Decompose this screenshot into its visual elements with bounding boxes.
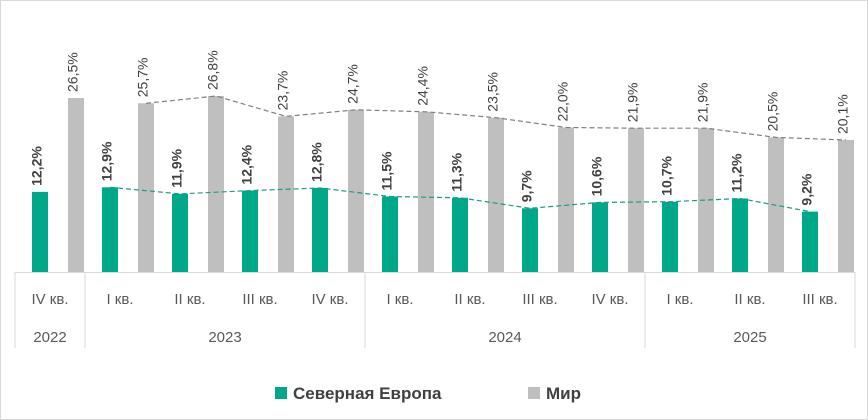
data-label-mir: 26,8% — [205, 50, 221, 90]
x-group-label: 2024 — [488, 329, 521, 346]
bar-severnaya-evropa — [382, 196, 398, 272]
data-label-mir: 24,7% — [345, 64, 361, 104]
legend-label-mir: Мир — [546, 384, 581, 403]
trendlines — [109, 95, 847, 213]
bar-mir — [628, 128, 644, 272]
category-axis: IV кв. I кв. II кв. III кв. IV кв. I кв. II кв… — [14, 272, 856, 348]
data-label-severnaya-evropa: 12,9% — [99, 141, 115, 181]
x-tick-label: IV кв. — [591, 291, 628, 308]
data-label-mir: 22,0% — [555, 82, 571, 122]
bar-severnaya-evropa — [662, 201, 678, 272]
data-label-severnaya-evropa: 12,2% — [29, 146, 45, 186]
x-tick-label: I кв. — [666, 291, 693, 308]
bar-severnaya-evropa — [592, 202, 608, 272]
bar-severnaya-evropa — [452, 197, 468, 272]
bar-severnaya-evropa — [732, 198, 748, 272]
bar-mir — [68, 98, 84, 272]
x-tick-label: IV кв. — [311, 291, 348, 308]
data-label-mir: 20,5% — [765, 92, 781, 132]
series-mir-bars — [68, 96, 854, 273]
data-label-mir: 25,7% — [135, 58, 151, 98]
bar-severnaya-evropa — [102, 187, 118, 272]
bar-mir — [838, 140, 854, 272]
bar-mir — [348, 109, 364, 272]
data-label-severnaya-evropa: 10,7% — [659, 155, 675, 195]
bar-mir — [208, 96, 224, 273]
data-label-severnaya-evropa: 12,8% — [309, 142, 325, 182]
data-label-mir: 20,1% — [835, 94, 851, 134]
bar-severnaya-evropa — [32, 191, 48, 272]
data-label-mir: 24,4% — [415, 66, 431, 106]
x-tick-label: III кв. — [522, 291, 557, 308]
x-tick-label: III кв. — [242, 291, 277, 308]
x-group-label: 2022 — [33, 329, 66, 346]
x-group-label: 2025 — [733, 329, 766, 346]
legend-swatch-severnaya-evropa — [275, 387, 287, 399]
x-group-label: 2023 — [208, 329, 241, 346]
legend-swatch-mir — [528, 387, 540, 399]
data-label-severnaya-evropa: 9,2% — [799, 173, 815, 205]
trendline-mir — [145, 95, 847, 141]
data-labels: 12,2% 26,5% 12,9% 25,7% 11,9% 26,8% 12,4% 23,7%… — [29, 50, 851, 205]
bar-severnaya-evropa — [242, 190, 258, 272]
legend: Северная Европа Мир — [275, 384, 581, 403]
data-label-severnaya-evropa: 11,9% — [169, 148, 185, 187]
bar-mir — [558, 127, 574, 272]
x-tick-label: III кв. — [802, 291, 837, 308]
data-label-severnaya-evropa: 11,3% — [449, 152, 465, 191]
bar-severnaya-evropa — [172, 193, 188, 272]
trendline-severnaya-evropa — [109, 186, 811, 213]
bar-severnaya-evropa — [312, 187, 328, 272]
bar-severnaya-evropa — [802, 211, 818, 272]
x-tick-label: II кв. — [734, 291, 765, 308]
x-tick-label: IV кв. — [31, 291, 68, 308]
data-label-mir: 21,9% — [695, 83, 711, 123]
data-label-mir: 26,5% — [65, 52, 81, 92]
legend-label-severnaya-evropa: Северная Европа — [293, 384, 442, 403]
bar-severnaya-evropa — [522, 208, 538, 272]
bar-mir — [418, 111, 434, 272]
data-label-severnaya-evropa: 11,2% — [729, 153, 745, 192]
bar-mir — [278, 116, 294, 272]
data-label-mir: 23,7% — [275, 71, 291, 111]
x-tick-label: II кв. — [454, 291, 485, 308]
data-label-severnaya-evropa: 9,7% — [519, 170, 535, 202]
x-tick-label: I кв. — [386, 291, 413, 308]
data-label-mir: 23,5% — [485, 72, 501, 112]
data-label-severnaya-evropa: 10,6% — [589, 156, 605, 196]
series-severnaya-evropa-bars — [32, 187, 818, 272]
x-tick-label: I кв. — [106, 291, 133, 308]
bar-mir — [488, 117, 504, 272]
data-label-severnaya-evropa: 12,4% — [239, 144, 255, 184]
data-label-mir: 21,9% — [625, 83, 641, 123]
x-tick-label: II кв. — [174, 291, 205, 308]
bar-mir — [698, 128, 714, 272]
bar-mir — [138, 103, 154, 272]
data-label-severnaya-evropa: 11,5% — [379, 151, 395, 190]
